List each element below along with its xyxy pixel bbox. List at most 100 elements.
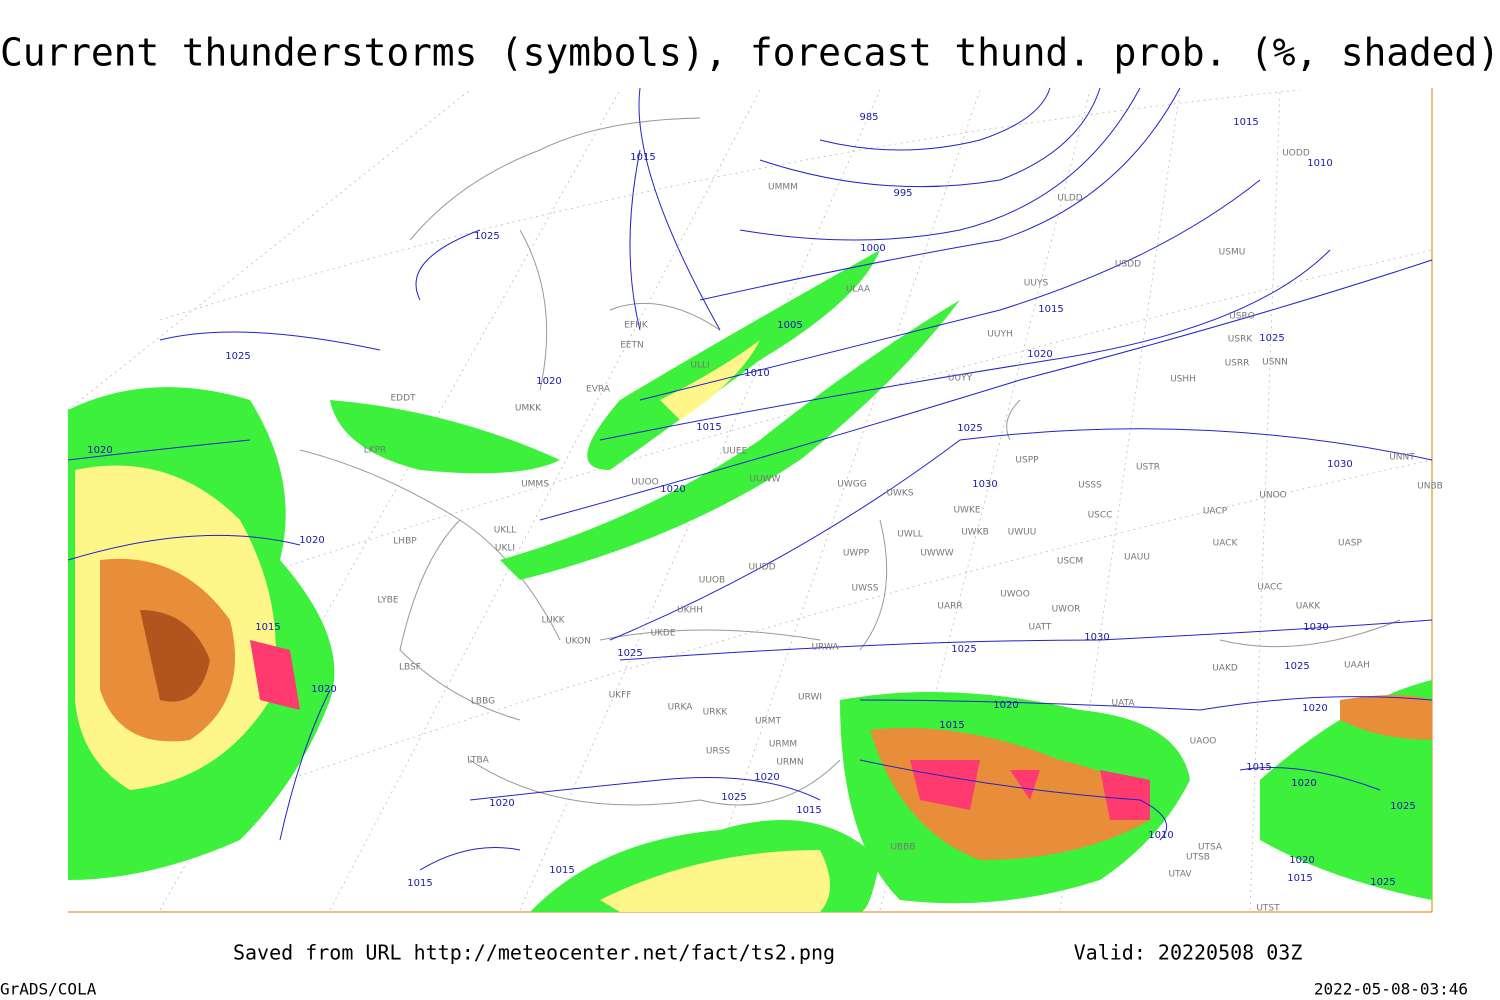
isobar-label: 1000: [860, 243, 885, 254]
isobar-label: 1015: [630, 152, 655, 163]
station-label: UNNT: [1389, 453, 1415, 463]
station-label: UMMS: [521, 480, 549, 490]
station-label: LBSF: [399, 663, 421, 673]
probability-shading: [68, 250, 1432, 912]
station-label: URSS: [706, 747, 731, 757]
station-label: LTBA: [467, 756, 489, 766]
station-label: USCM: [1057, 557, 1083, 567]
isobar-label: 1025: [951, 644, 976, 655]
station-label: UNBB: [1417, 482, 1443, 492]
station-label: UUOO: [631, 478, 658, 488]
station-label: UKON: [565, 637, 591, 647]
isobar-label: 1020: [754, 772, 779, 783]
station-label: UTAV: [1168, 870, 1192, 880]
isobar-label: 1030: [1303, 622, 1328, 633]
station-label: UAKD: [1212, 664, 1238, 674]
station-label: URWA: [811, 643, 839, 653]
isobar-label: 1030: [972, 479, 997, 490]
station-label: UWOR: [1052, 605, 1081, 615]
station-label: URMT: [755, 717, 782, 727]
station-label: UWKE: [953, 506, 980, 516]
title: Current thunderstorms (symbols), forecas…: [0, 31, 1500, 75]
isobar-label: 1025: [1390, 801, 1415, 812]
isobar-label: 1010: [744, 368, 769, 379]
isobar-label: 1015: [1287, 873, 1312, 884]
station-label: URKA: [668, 703, 694, 713]
station-label: USSS: [1078, 481, 1102, 491]
isobar-label: 1030: [1327, 459, 1352, 470]
isobar-label: 1015: [696, 422, 721, 433]
station-label: USDD: [1115, 260, 1141, 270]
station-label: USCC: [1088, 511, 1113, 521]
isobar-label: 1025: [225, 351, 250, 362]
station-label: UUYH: [987, 330, 1012, 340]
station-label: UWLL: [897, 530, 923, 540]
station-label: UODD: [1282, 149, 1310, 159]
isobar-label: 1030: [1084, 632, 1109, 643]
station-label: USRK: [1228, 335, 1254, 345]
isobar-label: 1015: [1246, 762, 1271, 773]
isobar-label: 1015: [1233, 117, 1258, 128]
isobar-label: 1025: [1284, 661, 1309, 672]
station-label: URMN: [776, 758, 803, 768]
isobar-label: 985: [859, 112, 878, 123]
station-label: UACK: [1213, 539, 1239, 549]
station-label: UKHH: [677, 606, 703, 616]
station-label: UTSB: [1186, 853, 1210, 863]
isobar-label: 995: [893, 188, 912, 199]
isobar-label: 1020: [489, 798, 514, 809]
station-label: LBBG: [471, 697, 495, 707]
station-label: UKLL: [494, 526, 517, 536]
source-url: Saved from URL http://meteocenter.net/fa…: [233, 941, 835, 965]
station-label: LKPR: [364, 446, 387, 456]
map-frame: [67, 87, 1433, 913]
station-label: URKK: [703, 708, 729, 718]
station-label: UWKS: [886, 489, 913, 499]
station-label: USMU: [1219, 248, 1246, 258]
station-label: UUWW: [750, 475, 781, 485]
isobar-label: 1020: [1291, 778, 1316, 789]
isobar-label: 1020: [536, 376, 561, 387]
station-label: LYBE: [377, 596, 398, 606]
station-label: UATA: [1111, 699, 1135, 709]
isobar-label: 1025: [617, 648, 642, 659]
isobar-label: 1025: [957, 423, 982, 434]
isobars: [67, 87, 1433, 871]
station-label: UARR: [937, 602, 962, 612]
station-label: UAKK: [1296, 602, 1322, 612]
isobar-label: 1015: [796, 805, 821, 816]
isobar-label: 1015: [939, 720, 964, 731]
station-label: UKFF: [609, 691, 632, 701]
station-label: EFHK: [624, 321, 649, 331]
station-label: UASP: [1338, 539, 1362, 549]
station-label: ULLI: [690, 361, 709, 371]
isobar-label: 1020: [1289, 855, 1314, 866]
isobar-label: 1025: [721, 792, 746, 803]
station-label: UUDD: [748, 563, 775, 573]
station-label: UWPP: [843, 549, 870, 559]
station-label: UAAH: [1344, 661, 1370, 671]
station-label: EETN: [620, 341, 644, 351]
isobar-label: 1005: [777, 320, 802, 331]
station-label: USRO: [1229, 312, 1255, 322]
station-label: LHBP: [393, 537, 417, 547]
isobar-label: 1020: [660, 484, 685, 495]
station-label: UMMM: [768, 183, 798, 193]
isobar-label: 1010: [1148, 830, 1173, 841]
station-label: UACP: [1203, 507, 1228, 517]
station-label: USNN: [1262, 358, 1288, 368]
isobar-label: 1025: [1370, 877, 1395, 888]
map-labels: 985 995 1000 1005 1010 1015 1020 1015 1025 1025 10…: [87, 112, 1443, 914]
isobar-label: 1015: [255, 622, 280, 633]
isobar-label: 1020: [311, 684, 336, 695]
station-label: UKDE: [650, 629, 675, 639]
station-label: UMKK: [515, 404, 542, 414]
station-label: UUYY: [948, 374, 973, 384]
station-label: UUYS: [1024, 279, 1049, 289]
isobar-label: 1010: [1307, 158, 1332, 169]
station-label: UACC: [1257, 583, 1282, 593]
station-label: EDDT: [390, 394, 416, 404]
isobar-label: 1020: [1027, 349, 1052, 360]
station-label: UBBB: [890, 843, 915, 853]
